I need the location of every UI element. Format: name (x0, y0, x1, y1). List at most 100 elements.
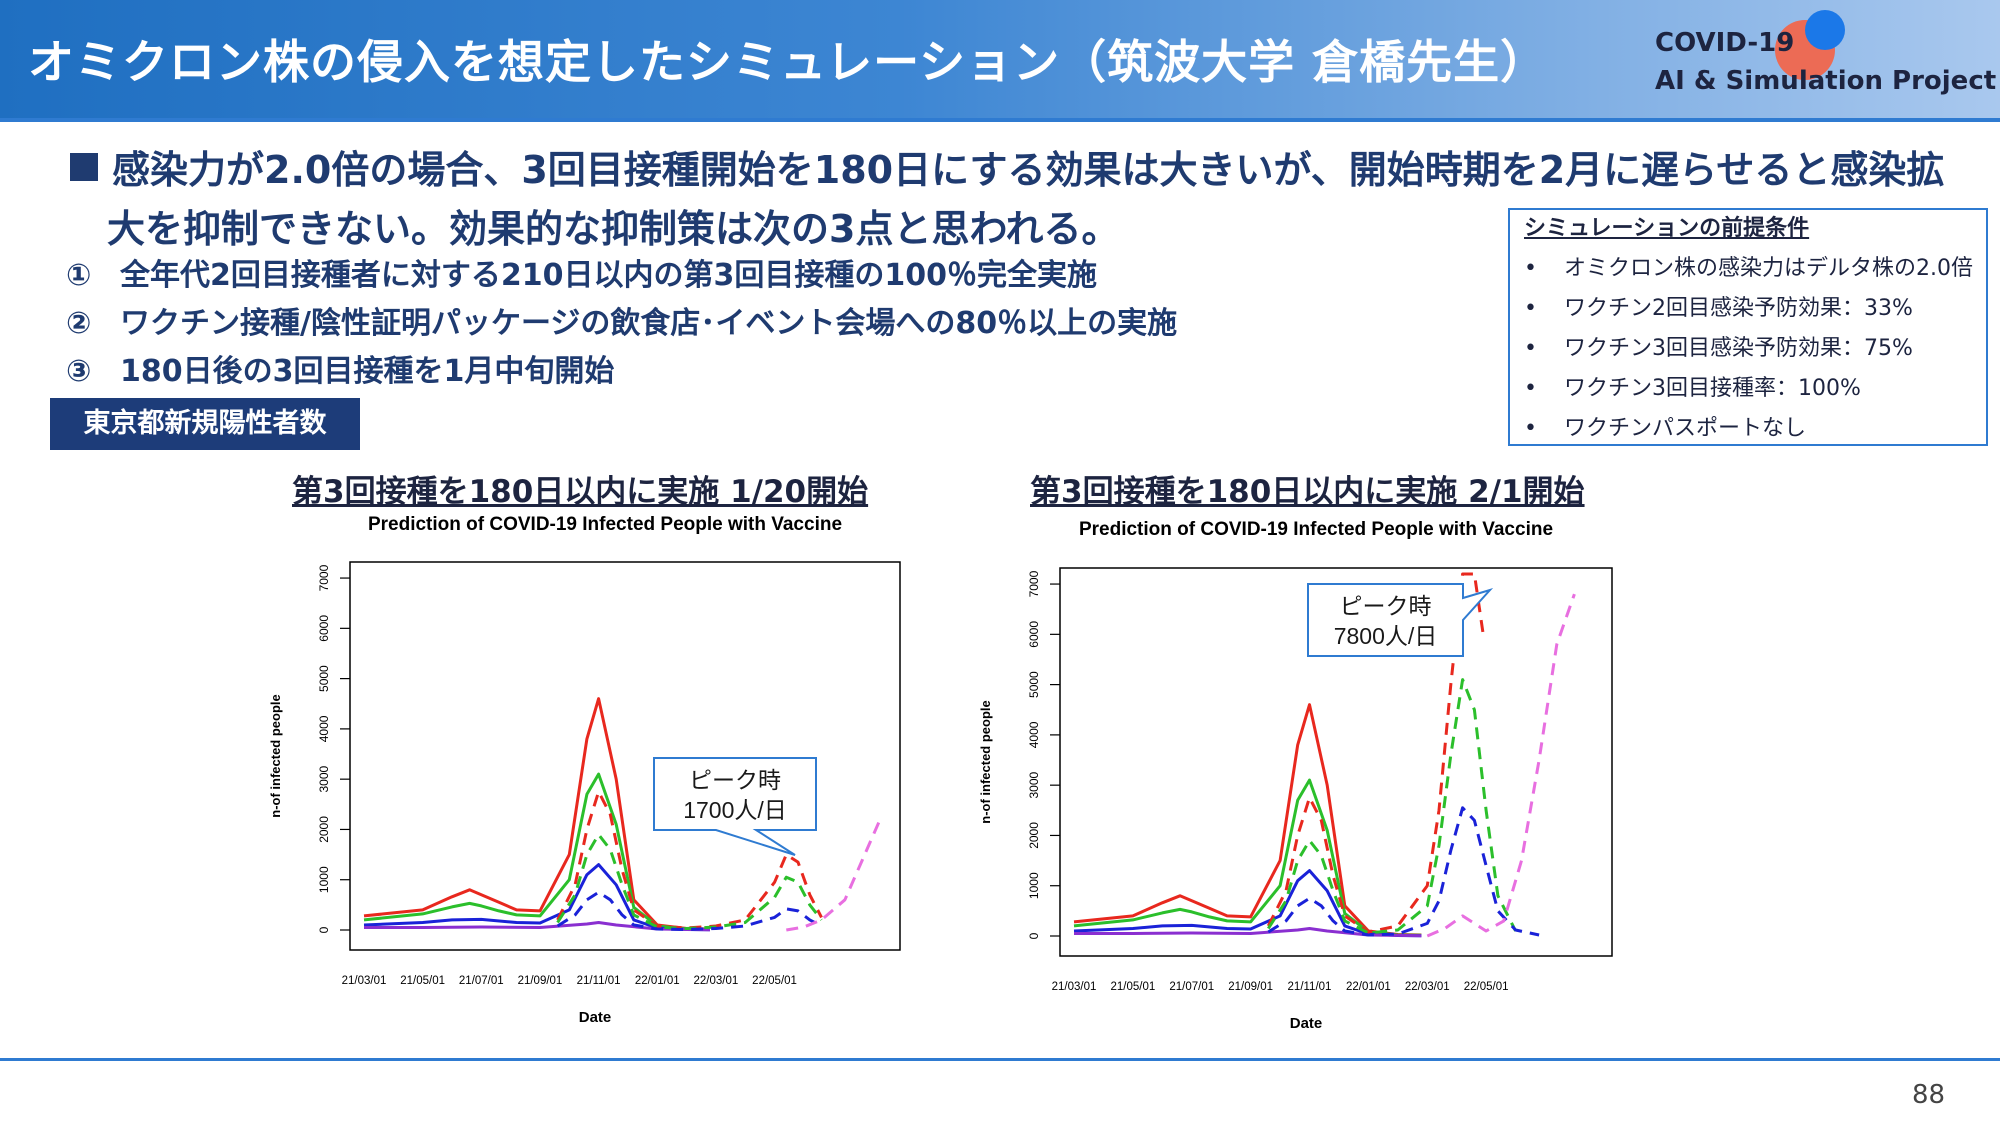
condition-text: ワクチン2回目感染予防効果：33% (1564, 296, 1913, 321)
condition-text: ワクチン3回目接種率：100% (1564, 376, 1861, 401)
series-line-7 (1267, 806, 1540, 937)
logo-line2: AI & Simulation Project (1655, 66, 1997, 96)
header-bar: オミクロン株の侵入を想定したシミュレーション（筑波大学 倉橋先生） COVID-… (0, 0, 2000, 118)
x-tick-label: 22/05/01 (1464, 981, 1509, 993)
y-tick-label: 1000 (317, 866, 331, 893)
x-tick-label: 21/09/01 (518, 975, 563, 987)
peak-callout (1307, 583, 1494, 657)
y-tick-label: 7000 (1027, 570, 1041, 597)
condition-text: ワクチンパスポートなし (1564, 416, 1807, 441)
y-tick-label: 0 (317, 926, 331, 933)
callout-line2: 1700人/日 (683, 797, 787, 823)
x-tick-label: 21/03/01 (342, 975, 387, 987)
series-line-7 (556, 890, 823, 931)
chart-2: Prediction of COVID-19 Infected People w… (978, 519, 1613, 1032)
condition-item: • ワクチン2回目感染予防効果：33% (1524, 290, 1913, 322)
plot-frame (349, 561, 901, 951)
x-axis-label: Date (1290, 1015, 1323, 1032)
logo-blue-circle (1805, 10, 1845, 50)
y-tick-label: 4000 (1027, 721, 1041, 748)
x-tick-label: 21/07/01 (1169, 981, 1214, 993)
x-tick-label: 21/05/01 (1110, 981, 1155, 993)
y-tick-label: 7000 (317, 564, 331, 591)
condition-text: オミクロン株の感染力はデルタ株の2.0倍 (1564, 256, 1973, 281)
measure-number: ① (66, 258, 92, 293)
y-tick-label: 1000 (1027, 872, 1041, 899)
bullet-icon: • (1524, 416, 1537, 441)
series-line-3 (363, 863, 711, 932)
chart-title: Prediction of COVID-19 Infected People w… (1079, 519, 1553, 540)
bullet-icon: • (1524, 336, 1537, 361)
series-line-6 (1267, 678, 1517, 935)
x-tick-label: 21/11/01 (577, 975, 621, 987)
condition-text: ワクチン3回目感染予防効果：75% (1564, 336, 1913, 361)
x-tick-label: 21/03/01 (1052, 981, 1097, 993)
conditions-title: シミュレーションの前提条件 (1524, 216, 1810, 241)
x-axis-label: Date (579, 1009, 612, 1026)
series-line-8 (1426, 593, 1576, 938)
x-tick-label: 21/11/01 (1288, 981, 1332, 993)
lead-line2: 大を抑制できない。効果的な抑制策は次の3点と思われる。 (107, 207, 1120, 251)
measure-2: ② ワクチン接種/陰性証明パッケージの飲食店･イベント会場への80％以上の実施 (66, 298, 1177, 342)
plot-frame (1059, 567, 1613, 957)
y-tick-label: 5000 (1027, 671, 1041, 698)
measure-text: 180日後の3回目接種を1月中旬開始 (120, 354, 615, 389)
page-title: オミクロン株の侵入を想定したシミュレーション（筑波大学 倉橋先生） (28, 35, 1548, 89)
conditions-box: シミュレーションの前提条件 • オミクロン株の感染力はデルタ株の2.0倍 • ワクチ… (1508, 208, 1988, 446)
measure-1: ① 全年代2回目接種者に対する210日以内の第3回目接種の100％完全実施 (66, 250, 1097, 294)
bullet-icon: • (1524, 376, 1537, 401)
y-axis-label: n-of infected people (268, 694, 283, 818)
x-tick-label: 22/01/01 (635, 975, 680, 987)
page-number: 88 (1912, 1080, 1946, 1110)
square-bullet-icon (70, 153, 98, 181)
series-line-1 (1073, 703, 1422, 937)
y-tick-label: 0 (1027, 932, 1041, 939)
measure-text: ワクチン接種/陰性証明パッケージの飲食店･イベント会場への80％以上の実施 (120, 306, 1178, 341)
x-tick-label: 21/07/01 (459, 975, 504, 987)
peak-callout (653, 757, 817, 856)
header-divider (0, 118, 2000, 122)
chart-heading-left: 第3回接種を180日以内に実施 1/20開始 (292, 474, 869, 510)
series-line-8 (786, 818, 882, 932)
y-axis-label: n-of infected people (978, 700, 993, 824)
chart-1: Prediction of COVID-19 Infected People w… (268, 514, 901, 1026)
y-tick-label: 2000 (1027, 822, 1041, 849)
chart-title: Prediction of COVID-19 Infected People w… (368, 514, 842, 535)
measure-number: ③ (66, 354, 92, 389)
x-tick-label: 22/03/01 (1405, 981, 1450, 993)
condition-item: • ワクチン3回目接種率：100% (1524, 370, 1861, 402)
section-tag: 東京都新規陽性者数 (50, 398, 360, 450)
x-tick-label: 21/05/01 (400, 975, 445, 987)
series-line-4 (1074, 927, 1422, 938)
x-tick-label: 22/03/01 (694, 975, 739, 987)
y-tick-label: 4000 (317, 715, 331, 742)
y-tick-label: 6000 (317, 615, 331, 642)
series-line-1 (363, 697, 711, 931)
bullet-icon: • (1524, 256, 1537, 281)
y-tick-label: 3000 (1027, 771, 1041, 798)
y-tick-label: 5000 (317, 665, 331, 692)
y-tick-label: 2000 (317, 816, 331, 843)
y-tick-label: 3000 (317, 765, 331, 792)
logo-line1: COVID-19 (1655, 28, 1795, 58)
measure-text: 全年代2回目接種者に対する210日以内の第3回目接種の100％完全実施 (120, 258, 1097, 293)
bullet-icon: • (1524, 296, 1537, 321)
condition-item: • ワクチンパスポートなし (1524, 410, 1806, 442)
footer-divider (0, 1058, 2000, 1061)
chart-heading-right: 第3回接種を180日以内に実施 2/1開始 (1030, 474, 1585, 510)
measure-3: ③ 180日後の3回目接種を1月中旬開始 (66, 346, 614, 390)
series-line-2 (1073, 778, 1422, 937)
project-logo: COVID-19 AI & Simulation Project (1655, 10, 1996, 102)
x-tick-label: 22/05/01 (752, 975, 797, 987)
y-tick-label: 6000 (1027, 621, 1041, 648)
condition-item: • ワクチン3回目感染予防効果：75% (1524, 330, 1913, 362)
series-line-3 (1073, 869, 1422, 938)
callout-line2: 7800人/日 (1334, 623, 1438, 649)
callout-line1: ピーク時 (689, 767, 781, 793)
lead-text-1: 感染力が2.0倍の場合、3回目接種開始を180日にする効果は大きいが、開始時期を… (112, 148, 1945, 192)
x-tick-label: 21/09/01 (1228, 981, 1273, 993)
charts-canvas: Prediction of COVID-19 Infected People w… (268, 514, 1613, 1032)
x-tick-label: 22/01/01 (1346, 981, 1391, 993)
series-line-4 (364, 921, 711, 932)
series-line-2 (363, 772, 711, 931)
